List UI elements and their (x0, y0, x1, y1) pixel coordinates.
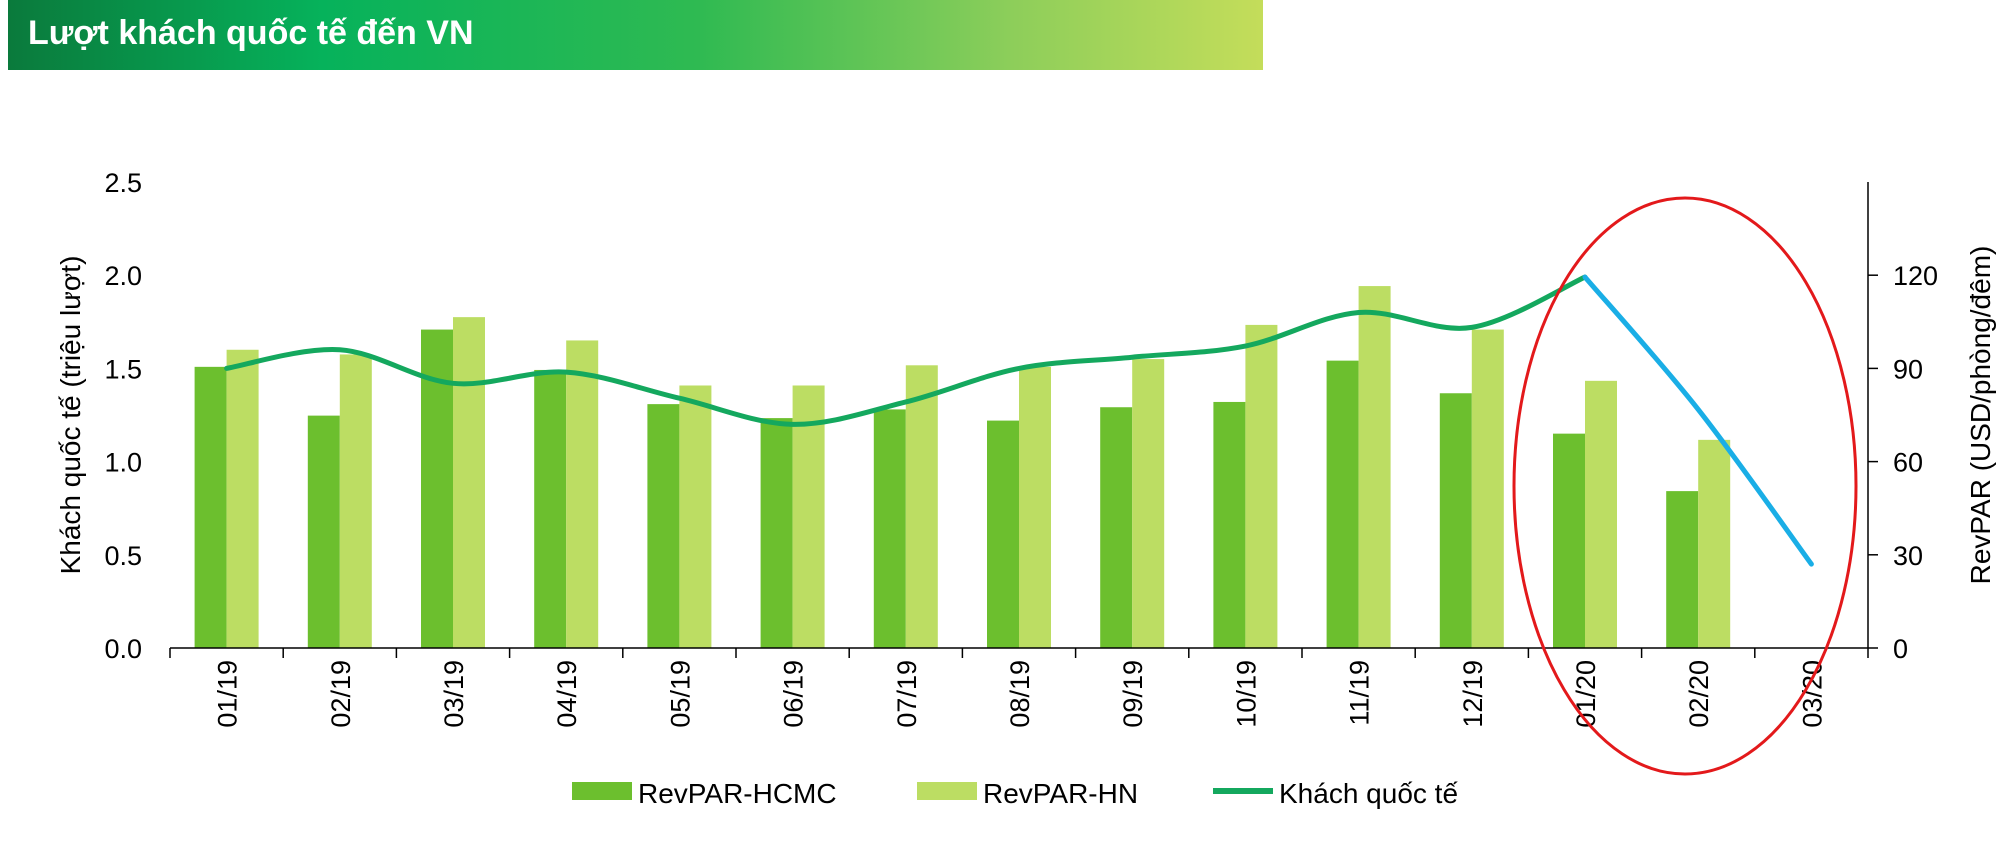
x-tick-label: 10/19 (1231, 660, 1261, 728)
bar-revpar-hn (1358, 286, 1391, 648)
y-right-tick-label: 60 (1893, 448, 1923, 478)
legend-label-hcmc: RevPAR-HCMC (638, 778, 837, 809)
x-tick-label: 07/19 (892, 660, 922, 728)
y-left-tick-label: 2.0 (104, 261, 142, 291)
chart-title: Lượt khách quốc tế đến VN (28, 14, 474, 52)
y-left-axis-title: Khách quốc tế (triệu lượt) (55, 256, 86, 575)
y-left-tick-label: 1.0 (104, 448, 142, 478)
x-tick-label: 02/19 (326, 660, 356, 728)
x-tick-label: 08/19 (1005, 660, 1035, 728)
bar-revpar-hn (1585, 380, 1617, 648)
y-right-tick-label: 0 (1893, 634, 1908, 664)
bar-revpar-hcmc (534, 369, 567, 648)
bar-revpar-hn (905, 365, 938, 648)
bar-revpar-hn (453, 317, 485, 648)
y-right-tick-label: 30 (1893, 541, 1923, 571)
x-tick-label: 12/19 (1458, 660, 1488, 728)
y-left-tick-label: 0.5 (104, 541, 142, 571)
bar-revpar-hcmc (194, 366, 227, 648)
x-tick-label: 04/19 (552, 660, 582, 728)
bar-revpar-hn (339, 354, 372, 648)
highlight-ellipse (1512, 196, 1858, 776)
x-tick-label: 06/19 (779, 660, 809, 728)
bar-revpar-hcmc (1666, 491, 1699, 648)
bar-revpar-hcmc (647, 404, 680, 648)
bar-revpar-hn (1245, 324, 1278, 648)
bar-revpar-hn (1471, 329, 1504, 648)
y-right-axis-title: RevPAR (USD/phòng/đêm) (1965, 246, 1996, 585)
bar-revpar-hcmc (987, 420, 1019, 648)
y-right-tick-label: 90 (1893, 354, 1923, 384)
legend-label-hn: RevPAR-HN (983, 778, 1138, 809)
x-tick-label: 01/19 (213, 660, 243, 728)
bar-revpar-hn (1132, 359, 1165, 648)
y-right-tick-label: 120 (1893, 261, 1938, 291)
bar-revpar-hcmc (1326, 360, 1359, 648)
x-tick-label: 05/19 (665, 660, 695, 728)
bar-revpar-hcmc (307, 415, 340, 648)
bar-revpar-hn (1019, 366, 1051, 648)
x-tick-label: 02/20 (1684, 660, 1714, 728)
bar-revpar-hn (792, 385, 825, 648)
y-left-tick-label: 0.0 (104, 634, 142, 664)
bar-revpar-hn (679, 385, 712, 648)
bar-revpar-hcmc (1439, 393, 1472, 648)
title-bar: Lượt khách quốc tế đến VN (8, 0, 1263, 70)
x-tick-label: 01/20 (1571, 660, 1601, 728)
bar-revpar-hn (1698, 439, 1731, 648)
bar-revpar-hcmc (1213, 401, 1246, 648)
legend-label-line: Khách quốc tế (1279, 778, 1458, 809)
x-tick-label: 09/19 (1118, 660, 1148, 728)
x-tick-label: 11/19 (1345, 660, 1375, 726)
x-tick-label: 03/19 (439, 660, 469, 728)
bar-revpar-hcmc (1553, 433, 1585, 648)
line-khach-quoc-te-2020 (1582, 274, 1814, 567)
legend-swatch-hcmc (572, 782, 632, 800)
y-left-tick-label: 2.5 (104, 168, 142, 198)
bar-revpar-hcmc (873, 409, 906, 648)
bar-revpar-hcmc (1100, 407, 1133, 648)
y-left-tick-label: 1.5 (104, 354, 142, 384)
bar-revpar-hcmc (760, 418, 793, 648)
bar-revpar-hn (566, 340, 599, 648)
legend-swatch-hn (917, 782, 977, 800)
bar-revpar-hn (226, 349, 259, 648)
line-khach-quoc-te (224, 274, 1588, 427)
